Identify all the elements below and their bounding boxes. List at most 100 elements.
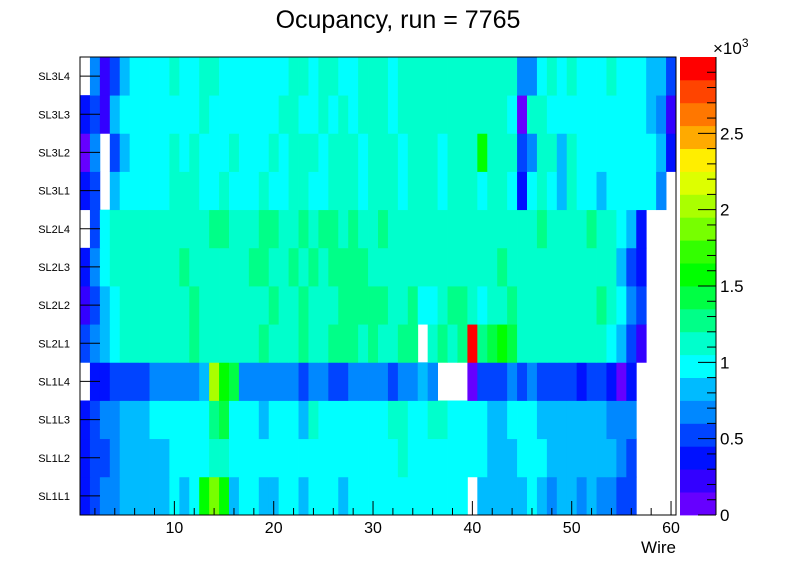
heatmap-cell [447,324,458,363]
heatmap-cell [407,171,419,211]
heatmap-cell [149,57,160,96]
heatmap-cell [546,247,558,287]
heatmap-cell [159,286,170,325]
heatmap-cell [129,324,140,363]
heatmap-cell [179,133,190,172]
z-tick-label: 1 [720,353,729,372]
heatmap-cell [318,362,329,401]
heatmap-cell [338,400,349,440]
heatmap-cell [139,171,150,211]
palette-swatch [680,331,716,356]
heatmap-cell [149,362,160,401]
heatmap-cell [546,95,558,134]
palette-swatch [680,263,716,287]
heatmap-cell [606,209,617,249]
heatmap-cell [119,362,131,401]
heatmap-cell [109,476,121,516]
heatmap-cells [80,57,677,516]
heatmap-cell [258,438,270,478]
heatmap-cell [179,400,190,440]
heatmap-cell [397,476,409,516]
heatmap-cell [606,247,617,287]
heatmap-cell [238,476,250,516]
y-axis: SL1L1 SL1L2 SL1L3 SL1L4 SL2L1 SL2L2 SL2L3 SL2L4… [38,71,100,503]
heatmap-cell [387,362,399,401]
heatmap-cell [437,286,448,325]
heatmap-cell [556,171,568,211]
heatmap-cell [576,95,587,134]
heatmap-cell [298,247,309,287]
heatmap-cell [477,476,488,516]
heatmap-cell [219,209,230,249]
palette-swatch [680,240,716,264]
heatmap-cell [447,57,458,96]
heatmap-cell [497,362,508,401]
heatmap-cell [487,133,498,172]
heatmap-cell [378,438,389,478]
x-tick-label: 40 [463,520,481,537]
heatmap-cell [358,133,369,172]
heatmap-cell [576,171,587,211]
heatmap-cell [99,438,111,478]
heatmap-cell [288,362,299,401]
heatmap-cell [427,171,438,211]
heatmap-cell [497,324,508,363]
y-tick-label: SL1L1 [38,491,70,503]
heatmap-cell [169,438,180,478]
heatmap-cell [348,133,359,172]
heatmap-cell [238,171,250,211]
heatmap-cell [219,286,230,325]
heatmap-cell [397,324,409,363]
heatmap-cell [119,286,131,325]
heatmap-cell [447,400,458,440]
heatmap-cell [338,95,349,134]
heatmap-cell [229,324,240,363]
heatmap-cell [457,133,468,172]
heatmap-cell [139,133,150,172]
heatmap-cell [139,57,150,96]
heatmap-cell [666,95,677,134]
heatmap-cell [169,324,180,363]
heatmap-cell [308,286,319,325]
z-tick-label: 1.5 [720,277,744,296]
heatmap-cell [636,133,647,172]
heatmap-cell [318,476,329,516]
heatmap-cell [487,438,498,478]
heatmap-cell [338,171,349,211]
heatmap-cell [566,362,578,401]
heatmap-cell [199,209,210,249]
heatmap-cell [437,209,448,249]
heatmap-cell [626,247,637,287]
heatmap-cell [238,95,250,134]
heatmap-cell [427,286,438,325]
heatmap-cell [646,171,657,211]
heatmap-cell [268,324,280,363]
heatmap-cell [348,95,359,134]
heatmap-cell [268,57,280,96]
heatmap-cell [229,171,240,211]
heatmap-cell [517,247,528,287]
heatmap-cell [626,57,637,96]
heatmap-cell [417,400,429,440]
heatmap-cell [119,57,131,96]
heatmap-cell [417,133,429,172]
heatmap-cell [417,57,429,96]
heatmap-cell [338,438,349,478]
heatmap-cell [288,133,299,172]
heatmap-cell [149,171,160,211]
y-tick-label: SL3L4 [38,71,70,83]
heatmap-cell [517,438,528,478]
heatmap-cell [636,324,647,363]
heatmap-cell [586,95,597,134]
heatmap-cell [596,209,607,249]
heatmap-cell [457,209,468,249]
heatmap-cell [189,438,200,478]
palette-swatch [680,125,716,149]
heatmap-cell [229,57,240,96]
heatmap-cell [378,57,389,96]
heatmap-cell [209,133,220,172]
heatmap-cell [189,362,200,401]
heatmap-cell [457,286,468,325]
heatmap-cell [189,286,200,325]
